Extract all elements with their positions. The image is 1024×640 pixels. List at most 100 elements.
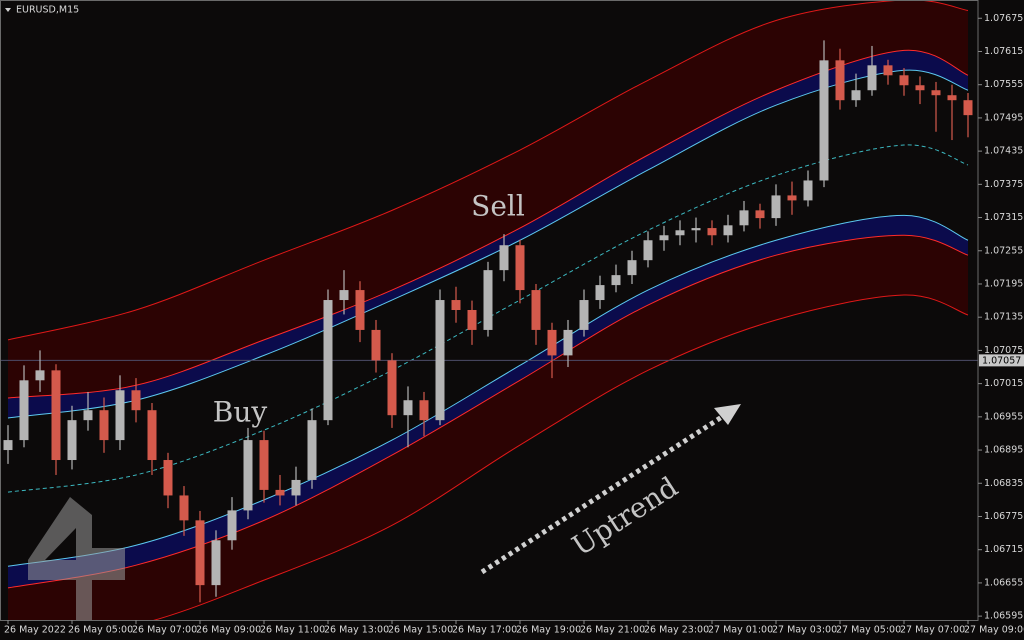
candle-body (67, 420, 77, 461)
x-tick-label: 26 May 2022 (4, 625, 66, 636)
y-tick-label: 1.06955 (984, 411, 1023, 422)
plot-frame (0, 0, 979, 621)
candle-body (563, 329, 573, 356)
candle-body (419, 400, 429, 421)
candle-body (147, 410, 157, 461)
candle-body (99, 410, 109, 441)
candle-body (3, 440, 13, 451)
x-tick-label: 27 May 03:00 (772, 625, 837, 636)
band-line (7, 214, 969, 567)
band-line (7, 0, 969, 341)
y-tick-label: 1.06895 (984, 445, 1023, 456)
candle-body (771, 195, 781, 219)
y-tick-label: 1.07375 (984, 179, 1023, 190)
band-line (149, 294, 969, 621)
candle-body (515, 245, 525, 291)
buy-label: Buy (213, 396, 268, 429)
candle-body (675, 230, 685, 236)
x-tick-label: 26 May 05:00 (68, 625, 133, 636)
candle-body (803, 180, 813, 201)
candle-body (83, 410, 93, 421)
candle-body (435, 300, 445, 421)
candle-body (963, 100, 973, 116)
y-tick-label: 1.06655 (984, 577, 1023, 588)
arrow-head (714, 404, 741, 425)
candle-body (323, 300, 333, 421)
candle-body (947, 95, 957, 101)
candle-body (467, 310, 477, 330)
candle-body (499, 245, 509, 271)
trend-arrow (480, 410, 730, 575)
candle-body (691, 228, 701, 231)
candle-body (131, 390, 141, 411)
candle-body (531, 290, 541, 330)
candle-body (915, 85, 925, 91)
x-tick-label: 26 May 15:00 (388, 625, 453, 636)
y-tick-label: 1.07435 (984, 146, 1023, 157)
candle-body (211, 540, 221, 586)
candle-body (35, 370, 45, 381)
y-tick-label: 1.07195 (984, 278, 1023, 289)
last-price-box (979, 354, 1024, 367)
band-line (7, 144, 969, 493)
y-tick-label: 1.07075 (984, 345, 1023, 356)
candle-body (931, 90, 941, 96)
y-tick-label: 1.07675 (984, 13, 1023, 24)
candle-body (179, 495, 189, 521)
x-tick-label: 27 May 01:00 (708, 625, 773, 636)
candle-body (867, 65, 877, 91)
candle-body (403, 400, 413, 416)
candle-body (611, 275, 621, 286)
candle-body (307, 420, 317, 480)
last-price-label: 1.07057 (982, 355, 1021, 366)
candle-body (659, 235, 669, 241)
y-tick-label: 1.07555 (984, 79, 1023, 90)
band-fill (8, 0, 968, 399)
logo (28, 497, 125, 620)
y-tick-label: 1.07255 (984, 245, 1023, 256)
x-tick-label: 26 May 09:00 (196, 625, 261, 636)
y-tick-label: 1.07615 (984, 46, 1023, 57)
candle-body (355, 290, 365, 330)
candle-body (899, 75, 909, 86)
x-tick-label: 27 May 07:00 (900, 625, 965, 636)
y-tick-label: 1.06595 (984, 611, 1023, 622)
candle-body (259, 440, 269, 490)
candle-body (243, 440, 253, 511)
candle-body (723, 225, 733, 236)
candle-body (115, 390, 125, 441)
candle-body (163, 460, 173, 496)
y-tick-label: 1.07315 (984, 212, 1023, 223)
x-tick-label: 26 May 23:00 (644, 625, 709, 636)
candle-body (739, 210, 749, 226)
y-tick-label: 1.06715 (984, 544, 1023, 555)
x-tick-label: 26 May 19:00 (516, 625, 581, 636)
y-tick-label: 1.07015 (984, 378, 1023, 389)
x-tick-label: 26 May 11:00 (260, 625, 325, 636)
candle-body (227, 510, 237, 541)
candle-body (707, 228, 717, 236)
candle-body (851, 90, 861, 101)
x-tick-label: 26 May 13:00 (324, 625, 389, 636)
symbol: EURUSD,M15 (16, 5, 79, 16)
y-tick-label: 1.07495 (984, 112, 1023, 123)
candle-body (19, 380, 29, 441)
candle-body (819, 60, 829, 181)
candle-body (579, 300, 589, 330)
y-tick-label: 1.06835 (984, 478, 1023, 489)
symbol-menu[interactable] (5, 8, 11, 12)
candle-body (547, 329, 557, 356)
candle-body (883, 65, 893, 76)
candle-body (595, 285, 605, 301)
candle-body (627, 260, 637, 276)
candle-body (643, 240, 653, 261)
candle-body (483, 270, 493, 330)
candle-body (51, 370, 61, 461)
x-tick-label: 26 May 17:00 (452, 625, 517, 636)
candle-body (755, 210, 765, 219)
candle-body (291, 479, 301, 496)
plot-area (0, 0, 978, 621)
candle-body (835, 60, 845, 101)
